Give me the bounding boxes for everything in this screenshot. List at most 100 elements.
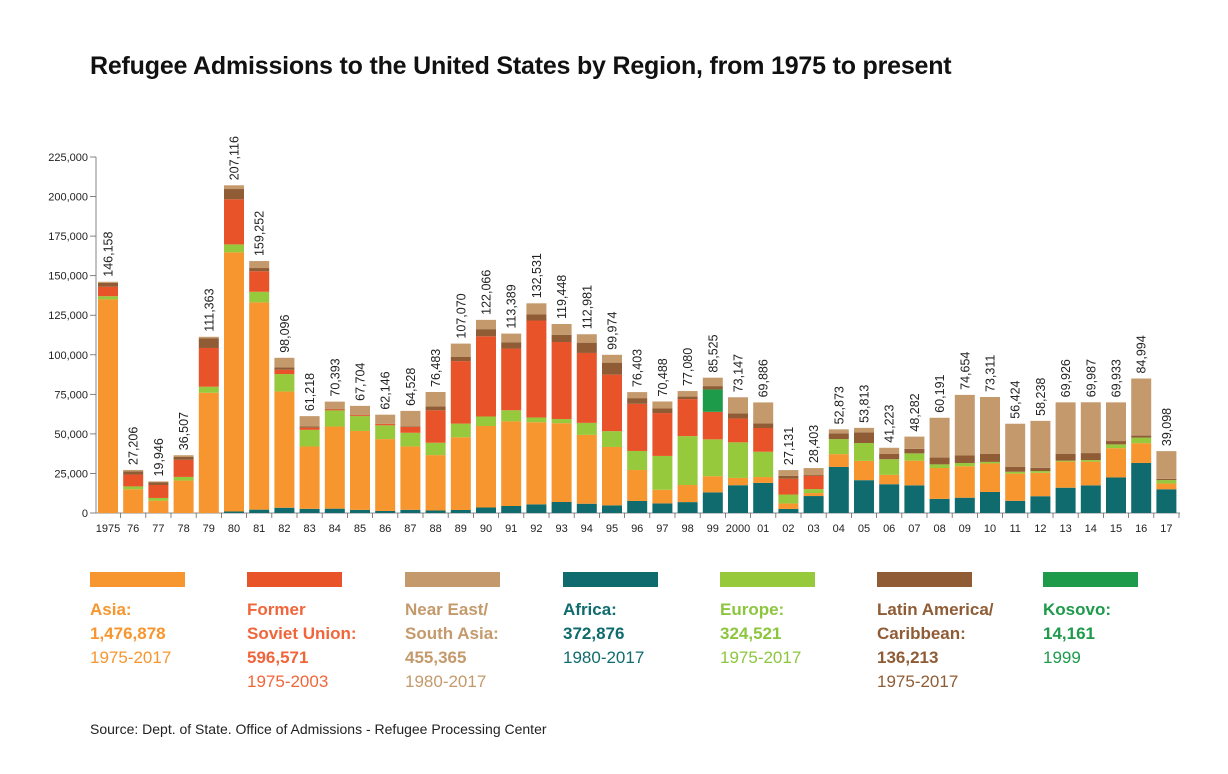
bar-segment	[929, 498, 950, 513]
x-tick-label: 98	[681, 523, 693, 535]
bar-segment	[299, 429, 320, 447]
total-label: 111,363	[202, 288, 216, 331]
bar-segment	[1030, 496, 1051, 513]
bar-segment	[249, 291, 270, 303]
bar-segment	[198, 338, 219, 348]
total-label: 112,981	[580, 285, 594, 329]
bar-segment	[1106, 402, 1126, 442]
bar-segment	[400, 509, 421, 513]
bar-segment	[602, 362, 622, 375]
bar-segment	[526, 303, 547, 315]
bar-segment	[299, 426, 320, 428]
legend-total: 455,365	[405, 648, 467, 667]
bar-segment	[576, 342, 597, 353]
x-tick-label: 94	[581, 523, 593, 535]
bar-segment	[501, 410, 522, 422]
bar-segment	[1030, 471, 1051, 473]
bar-segment	[1106, 448, 1126, 478]
bar-segment	[1106, 441, 1126, 445]
bar-segment	[173, 456, 194, 460]
bar-segment	[778, 478, 799, 495]
legend-entry: Europe: 324,521 1975-2017	[720, 598, 885, 670]
bar-segment	[576, 352, 597, 423]
bar-segment	[1131, 443, 1152, 463]
bar-segment	[249, 261, 270, 269]
x-tick-label: 84	[329, 523, 341, 535]
bar-segment	[904, 460, 925, 486]
bar-segment	[1131, 435, 1152, 438]
x-tick-label: 82	[278, 523, 290, 535]
bar-segment	[476, 507, 496, 513]
bar-segment	[123, 474, 144, 487]
bar-segment	[450, 423, 471, 438]
bar-segment	[778, 503, 799, 509]
bar-segment	[1080, 485, 1101, 513]
x-tick-label: 78	[177, 523, 189, 535]
bar-segment	[904, 453, 925, 461]
x-tick-label: 95	[606, 523, 618, 535]
bar-segment	[249, 268, 270, 272]
bar-segment	[98, 299, 118, 513]
total-label: 76,403	[631, 349, 645, 387]
bar-segment	[677, 436, 698, 486]
bar-segment	[1005, 500, 1026, 513]
total-label: 70,393	[328, 358, 342, 396]
total-label: 73,147	[732, 354, 746, 392]
bar-segment	[224, 199, 244, 245]
x-tick-label: 86	[379, 523, 391, 535]
bar-segment	[652, 408, 673, 414]
bar-segment	[224, 185, 244, 190]
legend-entry: Africa: 372,876 1980-2017	[563, 598, 728, 670]
x-tick-label: 16	[1135, 523, 1147, 535]
total-label: 159,252	[253, 211, 267, 256]
bar-segment	[98, 286, 118, 297]
total-label: 69,886	[757, 359, 771, 397]
bar-segment	[879, 454, 900, 460]
bar-segment	[551, 324, 572, 335]
bar-segment	[576, 334, 597, 343]
bar-segment	[778, 475, 799, 479]
bar-segment	[1055, 453, 1076, 461]
total-label: 62,146	[379, 371, 393, 409]
x-tick-label: 06	[883, 523, 895, 535]
bar-segment	[1080, 402, 1101, 454]
bar-segment	[627, 398, 648, 404]
bar-segment	[627, 450, 648, 470]
bar-segment	[375, 414, 396, 424]
legend-years: 1975-2017	[90, 648, 172, 667]
bar-segment	[299, 508, 320, 513]
bar-segment	[677, 485, 698, 503]
bar-segment	[299, 427, 320, 430]
total-label: 58,238	[1034, 378, 1048, 416]
x-tick-label: 83	[303, 523, 315, 535]
total-label: 119,448	[555, 275, 569, 319]
bar-segment	[980, 397, 1000, 454]
total-label: 74,654	[958, 352, 972, 390]
bar-segment	[929, 468, 950, 499]
total-label: 36,507	[177, 412, 191, 450]
bar-segment	[173, 459, 194, 477]
x-tick-label: 85	[354, 523, 366, 535]
bar-segment	[1030, 420, 1051, 468]
bar-segment	[728, 477, 748, 486]
x-tick-label: 13	[1059, 523, 1071, 535]
legend-swatch	[247, 572, 342, 587]
bar-segment	[1156, 480, 1177, 484]
legend-name: Former Soviet Union:	[247, 600, 357, 643]
x-tick-label: 99	[707, 523, 719, 535]
bar-segment	[702, 386, 723, 390]
bar-segment	[98, 281, 118, 283]
x-tick-label: 01	[757, 523, 769, 535]
bar-segment	[904, 436, 925, 449]
x-tick-label: 07	[908, 523, 920, 535]
bar-segment	[324, 426, 345, 509]
legend-swatch	[405, 572, 500, 587]
total-label: 99,974	[606, 312, 620, 350]
bar-segment	[1156, 478, 1177, 481]
x-tick-label: 91	[505, 523, 517, 535]
legend-name: Near East/ South Asia:	[405, 600, 499, 643]
bar-segment	[224, 252, 244, 512]
x-tick-label: 96	[631, 523, 643, 535]
bar-segment	[929, 464, 950, 469]
